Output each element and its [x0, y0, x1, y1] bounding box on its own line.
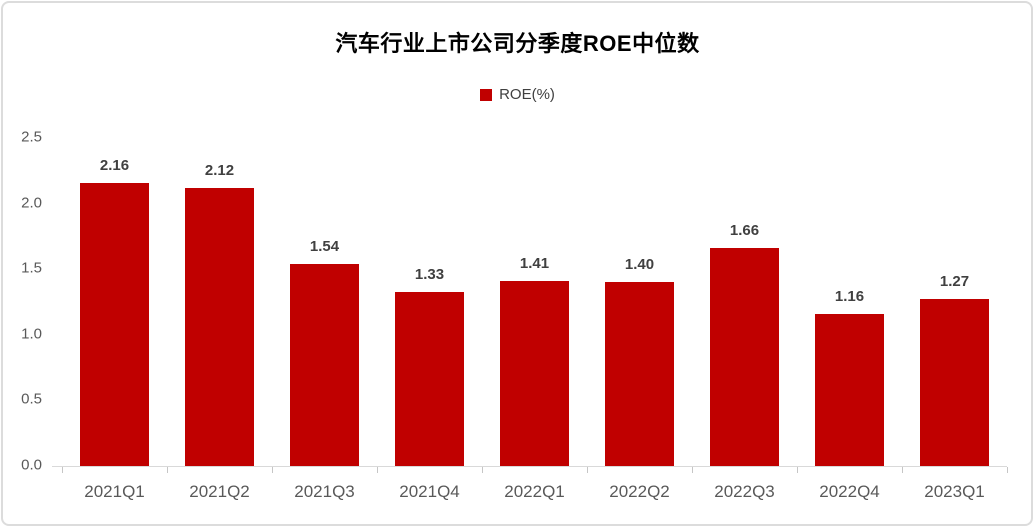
bar-value-label: 1.40	[624, 256, 655, 274]
y-axis-tick-label: 0.0	[21, 456, 42, 474]
x-axis-tick	[482, 467, 483, 473]
bar-2022Q2	[605, 282, 674, 466]
bar-value-label: 1.54	[309, 237, 340, 255]
bar-2022Q4	[815, 313, 884, 466]
bar-value-label: 1.16	[834, 287, 865, 305]
x-axis-label: 2021Q4	[399, 482, 460, 501]
x-axis-label: 2022Q4	[819, 482, 880, 501]
y-axis-tick-label: 1.0	[21, 325, 42, 343]
x-axis-line	[52, 466, 1007, 467]
bar-value-label: 1.33	[414, 265, 445, 283]
x-axis-tick	[902, 467, 903, 473]
legend-swatch-icon	[480, 88, 493, 101]
x-axis-label: 2021Q3	[294, 482, 355, 501]
x-axis-tick	[1007, 467, 1008, 473]
y-axis-tick-label: 2.5	[21, 128, 42, 146]
y-axis-tick-label: 0.5	[21, 390, 42, 408]
bar-2021Q1	[80, 182, 149, 466]
bar-value-label: 1.66	[729, 222, 760, 240]
x-axis-label: 2023Q1	[924, 482, 985, 501]
bar-2021Q3	[290, 263, 359, 466]
bar-value-label: 2.12	[204, 161, 235, 179]
bar-value-label: 1.27	[939, 273, 970, 291]
x-axis-label: 2022Q1	[504, 482, 565, 501]
bar-2022Q3	[710, 248, 779, 466]
legend-label: ROE(%)	[499, 86, 555, 103]
bar-2022Q1	[500, 281, 569, 466]
x-axis-tick	[692, 467, 693, 473]
chart-title: 汽车行业上市公司分季度ROE中位数	[335, 31, 700, 56]
x-axis-label: 2021Q1	[84, 482, 145, 501]
bar-2021Q2	[185, 187, 254, 466]
bar-value-label: 2.16	[99, 156, 130, 174]
x-axis-label: 2021Q2	[189, 482, 250, 501]
x-axis-label: 2022Q2	[609, 482, 670, 501]
bar-value-label: 1.41	[519, 255, 550, 272]
x-axis-tick	[62, 467, 63, 473]
x-axis-tick	[797, 467, 798, 473]
bar-2023Q1	[920, 299, 989, 466]
legend: ROE(%)	[0, 86, 1035, 103]
y-axis-tick-label: 1.5	[21, 259, 42, 277]
x-axis-tick	[587, 467, 588, 473]
x-axis-label: 2022Q3	[714, 482, 775, 501]
y-axis-tick-label: 2.0	[21, 194, 42, 212]
x-axis-tick	[377, 467, 378, 473]
x-axis-tick	[272, 467, 273, 473]
x-axis-tick	[167, 467, 168, 473]
bar-2021Q4	[395, 291, 464, 466]
